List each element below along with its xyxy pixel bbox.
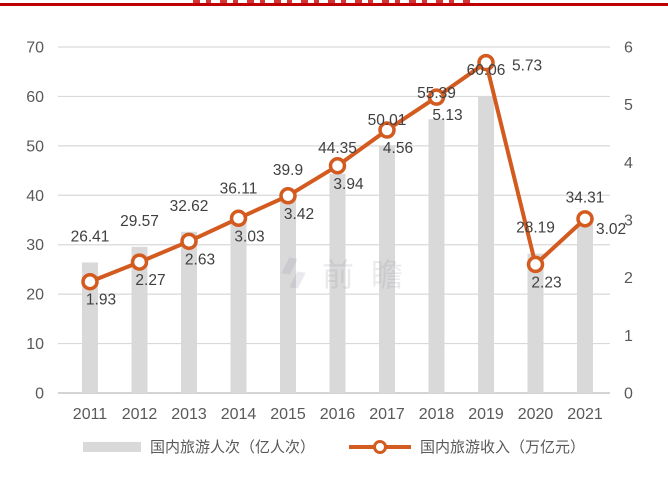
- line-marker-2014: [229, 209, 248, 228]
- line-marker-2013: [180, 232, 198, 251]
- right-axis-tick-0: 0: [624, 386, 633, 403]
- bar-2018: [428, 119, 445, 393]
- bar-2012: [131, 246, 148, 393]
- right-axis-tick-6: 6: [624, 40, 633, 57]
- x-label-2014: 2014: [221, 406, 257, 423]
- line-marker-2016: [328, 157, 347, 175]
- left-axis-tick-40: 40: [26, 188, 44, 205]
- right-axis-tick-3: 3: [624, 213, 633, 230]
- bar-2011: [82, 262, 98, 393]
- line-swatch-icon: [349, 439, 411, 454]
- bar-2014: [230, 214, 247, 393]
- line-marker-2020: [526, 255, 545, 274]
- bar-2019: [478, 96, 494, 394]
- x-label-2018: 2018: [419, 406, 455, 423]
- bar-label-2016: 44.35: [318, 140, 357, 157]
- line-label-2011: 1.93: [86, 292, 116, 309]
- line-label-2016: 3.94: [333, 176, 364, 193]
- line-label-2021: 3.02: [596, 221, 626, 238]
- line-marker-2017: [378, 121, 396, 139]
- bar-label-2020: 28.19: [516, 220, 555, 237]
- line-label-2020: 2.23: [531, 274, 561, 291]
- top-divider-rule: [0, 3, 668, 6]
- x-label-2021: 2021: [567, 406, 603, 423]
- line-label-2018: 5.13: [432, 107, 462, 124]
- line-marker-2011: [81, 272, 99, 291]
- line-marker-2019: [477, 53, 495, 72]
- left-axis-tick-60: 60: [26, 89, 44, 106]
- bar-2016: [329, 173, 346, 393]
- bar-2013: [181, 231, 197, 393]
- left-axis-tick-50: 50: [26, 138, 44, 155]
- bar-2017: [379, 145, 395, 393]
- chart-legend: 国内旅游人次（亿人次） 国内旅游收入（万亿元）: [0, 436, 668, 457]
- bar-label-2018: 55.39: [417, 85, 456, 102]
- right-axis-tick-2: 2: [624, 270, 633, 287]
- bar-label-2021: 34.31: [566, 189, 605, 206]
- x-label-2012: 2012: [122, 406, 158, 423]
- line-label-2012: 2.27: [135, 272, 165, 289]
- line-label-2014: 3.03: [234, 228, 264, 245]
- bar-swatch-icon: [82, 441, 141, 452]
- x-label-2011: 2011: [73, 406, 108, 423]
- x-label-2019: 2019: [468, 406, 504, 423]
- left-axis-tick-70: 70: [26, 40, 44, 57]
- line-label-2013: 2.63: [185, 251, 215, 268]
- x-label-2016: 2016: [320, 406, 356, 423]
- left-axis-tick-30: 30: [26, 237, 44, 254]
- x-label-2015: 2015: [270, 406, 306, 423]
- bar-label-2015: 39.9: [273, 162, 303, 179]
- legend-item-line-series: 国内旅游收入（万亿元）: [349, 436, 585, 457]
- line-marker-2018: [427, 88, 446, 106]
- legend-label-line-series: 国内旅游收入（万亿元）: [420, 439, 586, 456]
- legend-item-bar-series: 国内旅游人次（亿人次）: [82, 436, 315, 457]
- line-swatch-marker-icon: [373, 439, 387, 454]
- line-label-2015: 3.42: [284, 206, 314, 223]
- left-axis-tick-0: 0: [35, 386, 44, 403]
- x-label-2020: 2020: [518, 406, 554, 423]
- bar-2020: [527, 253, 544, 393]
- bar-label-2013: 32.62: [170, 198, 209, 215]
- combo-chart: 0 10 20 30 40 50 60 70 0 1 2 3 4 5 6 2011 2012 2013 2014 20…: [26, 40, 633, 424]
- line-marker-2012: [130, 253, 149, 271]
- bar-2021: [577, 223, 593, 393]
- bar-2015: [280, 195, 296, 393]
- x-label-2017: 2017: [369, 406, 405, 423]
- cropped-title-text: [193, 0, 475, 3]
- left-axis-tick-10: 10: [26, 336, 44, 353]
- line-label-2017: 4.56: [383, 140, 413, 157]
- right-axis-tick-5: 5: [624, 97, 633, 114]
- legend-label-bar-series: 国内旅游人次（亿人次）: [149, 439, 315, 456]
- right-axis-tick-1: 1: [624, 328, 633, 345]
- bar-label-2014: 36.11: [220, 181, 258, 198]
- line-marker-2015: [279, 187, 297, 205]
- left-axis-tick-20: 20: [26, 287, 44, 304]
- line-marker-2021: [576, 210, 594, 228]
- bar-label-2011: 26.41: [71, 228, 110, 245]
- right-axis-tick-4: 4: [624, 155, 633, 172]
- x-label-2013: 2013: [171, 406, 207, 423]
- bar-label-2019: 60.06: [467, 62, 506, 79]
- line-label-2019: 5.73: [512, 58, 542, 75]
- bar-label-2012: 29.57: [120, 213, 159, 230]
- bar-label-2017: 50.01: [368, 112, 407, 129]
